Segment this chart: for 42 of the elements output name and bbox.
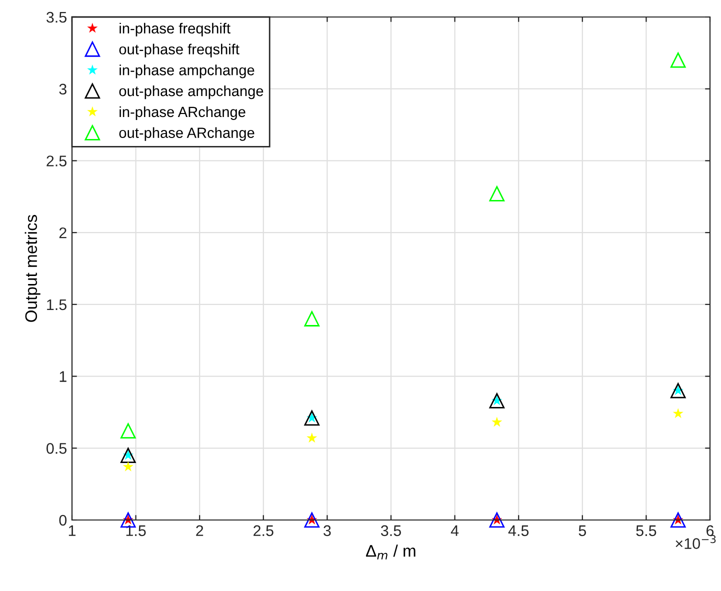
legend-label: in-phase freqshift: [120, 22, 230, 36]
x-tick-label: 3: [324, 525, 331, 536]
legend-label: in-phase ampchange: [120, 64, 254, 78]
legend-label: in-phase ARchange: [120, 106, 246, 120]
point: [489, 186, 505, 202]
x-tick-label: 1: [68, 525, 76, 536]
point: [304, 512, 320, 528]
point: [492, 416, 502, 427]
x-tick-label: 4.5: [508, 525, 529, 536]
x-tick-label: 5.5: [636, 525, 656, 536]
point: [672, 408, 684, 418]
legend-label: out-phase freqshift: [119, 44, 240, 58]
y-tick-label: 0.5: [46, 443, 66, 454]
legend-label: out-phase ARchange: [119, 127, 254, 141]
y-tick-label: 2.5: [46, 156, 66, 166]
x-tick-label: 3.5: [380, 525, 401, 536]
point: [122, 461, 134, 472]
point: [489, 393, 505, 408]
x-tick-label: 5: [578, 525, 586, 536]
x-tick-label: 2.5: [254, 525, 274, 536]
point: [306, 432, 318, 443]
x-axis-title: Δ$_{m}$ / m: [366, 544, 416, 560]
y-tick-label: 1: [60, 371, 66, 382]
y-tick-label: 2: [59, 227, 66, 238]
point: [670, 512, 686, 528]
point: [670, 52, 686, 68]
y-tick-label: 3.5: [46, 12, 66, 23]
y-tick-label: 3: [59, 84, 66, 95]
point: [304, 311, 320, 326]
y-tick-label: 0: [59, 514, 67, 526]
point: [670, 383, 686, 398]
point: [120, 423, 136, 439]
x-tick-label: 6: [706, 525, 714, 536]
y-tick-label: 1.5: [47, 299, 66, 310]
x-tick-label: 2: [196, 525, 204, 536]
x-tick-label: 4: [450, 525, 459, 536]
point: [489, 512, 505, 528]
legend-label: out-phase ampchange: [119, 85, 264, 100]
y-axis-title: Output metrics: [24, 214, 40, 322]
point: [304, 410, 320, 426]
text: ×10$^{−3}$: [676, 535, 716, 549]
point: [120, 448, 136, 463]
